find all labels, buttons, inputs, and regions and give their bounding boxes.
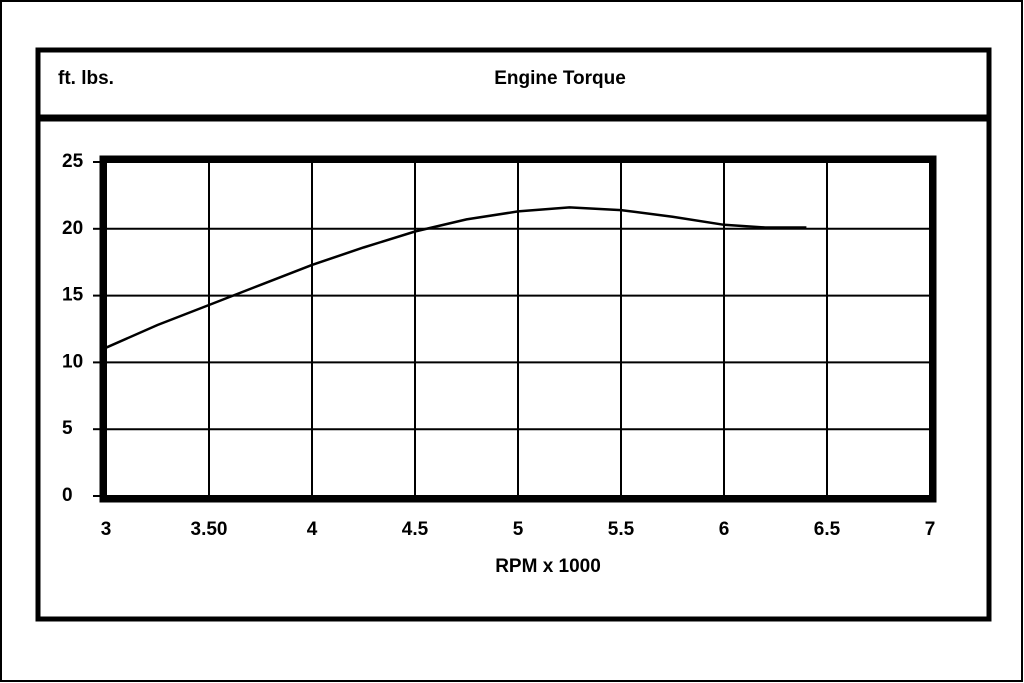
plot-area: 0 5 10 15 20 25 3 3.50 4 4.5 5 5.5 6 6.5 7 [62, 151, 937, 540]
y-tick-label: 20 [62, 218, 83, 239]
x-tick-label: 4.5 [402, 519, 429, 540]
y-axis-label: ft. lbs. [58, 68, 114, 89]
x-axis-label: RPM x 1000 [495, 556, 601, 577]
x-tick-label: 3.50 [191, 519, 228, 540]
torque-line [105, 206, 807, 349]
y-tick-label: 5 [62, 418, 73, 439]
chart-frame [35, 47, 992, 622]
x-tick-label: 4 [307, 519, 318, 540]
x-tick-label: 6 [719, 519, 730, 540]
y-tick-label: 25 [62, 151, 84, 172]
y-tick-label: 15 [62, 285, 84, 306]
x-tick-label: 6.5 [814, 519, 841, 540]
x-tick-label: 3 [101, 519, 112, 540]
plot-border [99, 155, 937, 503]
x-tick-label: 7 [925, 519, 936, 540]
x-tick-label: 5 [513, 519, 524, 540]
y-tick-label: 0 [62, 485, 73, 506]
y-tick-label: 10 [62, 351, 83, 372]
x-tick-label: 5.5 [608, 519, 635, 540]
chart-title: Engine Torque [494, 68, 626, 89]
